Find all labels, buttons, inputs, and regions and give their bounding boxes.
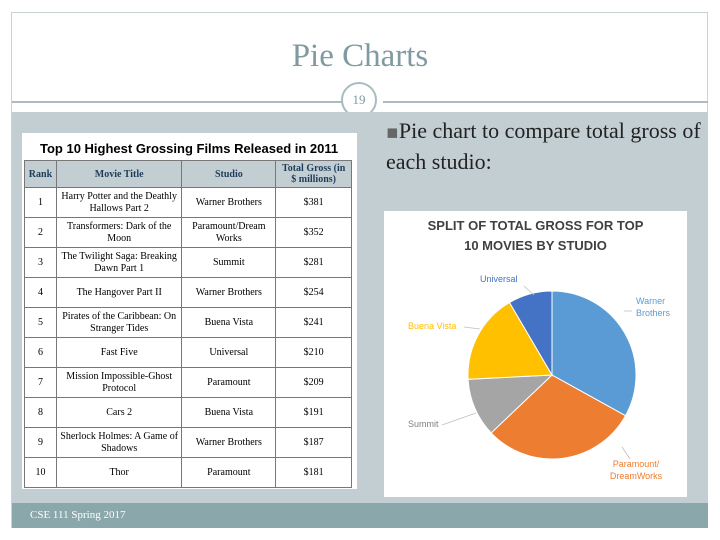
rank-cell: 3 (24, 247, 57, 278)
table-row: 4 The Hangover Part II Warner Brothers $254 (24, 277, 352, 308)
studio-cell: Paramount (181, 367, 277, 398)
title-divider-left (12, 101, 345, 103)
chart-title-line1: SPLIT OF TOTAL GROSS FOR TOP (427, 218, 644, 233)
pie-leader-line (523, 285, 535, 296)
footer-bar (12, 503, 708, 528)
table-row: 3 The Twilight Saga: Breaking Dawn Part 1… (24, 247, 352, 278)
rank-cell: 2 (24, 217, 57, 248)
footer-text: CSE 111 Spring 2017 (30, 509, 126, 521)
chart-title-line2: 10 MOVIES BY STUDIO (464, 238, 607, 253)
table-row: 6 Fast Five Universal $210 (24, 337, 352, 368)
header-studio: Studio (181, 160, 277, 188)
table-row: 10 Thor Paramount $181 (24, 457, 352, 488)
total-gross-cell: $352 (275, 217, 352, 248)
pie-leader-line (621, 446, 631, 460)
total-gross-cell: $181 (275, 457, 352, 488)
total-gross-cell: $241 (275, 307, 352, 338)
pie-label: Paramount/DreamWorks (610, 459, 663, 481)
rank-cell: 9 (24, 427, 57, 458)
movie-title-cell: Transformers: Dark of the Moon (55, 217, 183, 248)
table-header-row: Rank Movie Title Studio Total Gross (in … (24, 160, 352, 188)
slide-title: Pie Charts (291, 38, 429, 74)
rank-cell: 5 (24, 307, 57, 338)
total-gross-cell: $281 (275, 247, 352, 278)
movie-title-cell: Cars 2 (55, 397, 183, 428)
total-gross-cell: $210 (275, 337, 352, 368)
pie-slice (551, 290, 637, 417)
total-gross-cell: $381 (275, 187, 352, 218)
studio-cell: Buena Vista (181, 307, 277, 338)
bullet-marker: ▪ (386, 121, 399, 143)
films-table: Rank Movie Title Studio Total Gross (in … (24, 160, 352, 488)
rank-cell: 4 (24, 277, 57, 308)
pie-leader-line (441, 412, 477, 426)
movie-title-cell: Fast Five (55, 337, 183, 368)
total-gross-cell: $191 (275, 397, 352, 428)
movie-title-cell: Thor (55, 457, 183, 488)
movie-title-cell: Mission Impossible-Ghost Protocol (55, 367, 183, 398)
header-movie-title: Movie Title (55, 160, 183, 188)
pie-label: Warner Brothers (636, 296, 671, 318)
table-row: 9 Sherlock Holmes: A Game of Shadows Warne… (24, 427, 352, 458)
bullet-text: Pie chart to compare total gross of each… (386, 118, 701, 174)
movie-title-cell: The Twilight Saga: Breaking Dawn Part 1 (55, 247, 183, 278)
studio-cell: Warner Brothers (181, 427, 277, 458)
studio-cell: Summit (181, 247, 277, 278)
total-gross-cell: $254 (275, 277, 352, 308)
pie-leader-line (463, 326, 481, 330)
table-row: 2 Transformers: Dark of the Moon Paramount… (24, 217, 352, 248)
movie-title-cell: Pirates of the Caribbean: On Stranger Ti… (55, 307, 183, 338)
pie-chart: Warner Brothers Paramount/DreamWorks Summit… (408, 274, 671, 481)
table-row: 1 Harry Potter and the Deathly Hallows Pa… (24, 187, 352, 218)
table-row: 5 Pirates of the Caribbean: On Stranger T… (24, 307, 352, 338)
pie-label: Buena Vista (408, 321, 456, 331)
studio-cell: Warner Brothers (181, 187, 277, 218)
rank-cell: 7 (24, 367, 57, 398)
pie-slice (467, 301, 553, 380)
bullet-point: ▪Pie chart to compare total gross of eac… (386, 116, 706, 176)
title-divider-right (383, 101, 708, 103)
table-row: 8 Cars 2 Buena Vista $191 (24, 397, 352, 428)
movie-title-cell: Sherlock Holmes: A Game of Shadows (55, 427, 183, 458)
total-gross-cell: $209 (275, 367, 352, 398)
studio-cell: Paramount (181, 457, 277, 488)
pie-label: Universal (480, 274, 518, 284)
header-rank: Rank (24, 160, 57, 188)
rank-cell: 6 (24, 337, 57, 368)
table-title: Top 10 Highest Grossing Films Released i… (40, 141, 339, 156)
header-total-gross: Total Gross (in $ millions) (275, 160, 352, 188)
page-number: 19 (352, 92, 366, 107)
studio-cell: Buena Vista (181, 397, 277, 428)
pie-slice (490, 374, 627, 460)
table-row: 7 Mission Impossible-Ghost Protocol Paramo… (24, 367, 352, 398)
rank-cell: 8 (24, 397, 57, 428)
rank-cell: 10 (24, 457, 57, 488)
studio-cell: Paramount/Dream Works (181, 217, 277, 248)
pie-label: Summit (408, 419, 439, 429)
total-gross-cell: $187 (275, 427, 352, 458)
movie-title-cell: Harry Potter and the Deathly Hallows Par… (55, 187, 183, 218)
movie-title-cell: The Hangover Part II (55, 277, 183, 308)
studio-cell: Universal (181, 337, 277, 368)
pie-slice (508, 290, 553, 377)
rank-cell: 1 (24, 187, 57, 218)
studio-cell: Warner Brothers (181, 277, 277, 308)
